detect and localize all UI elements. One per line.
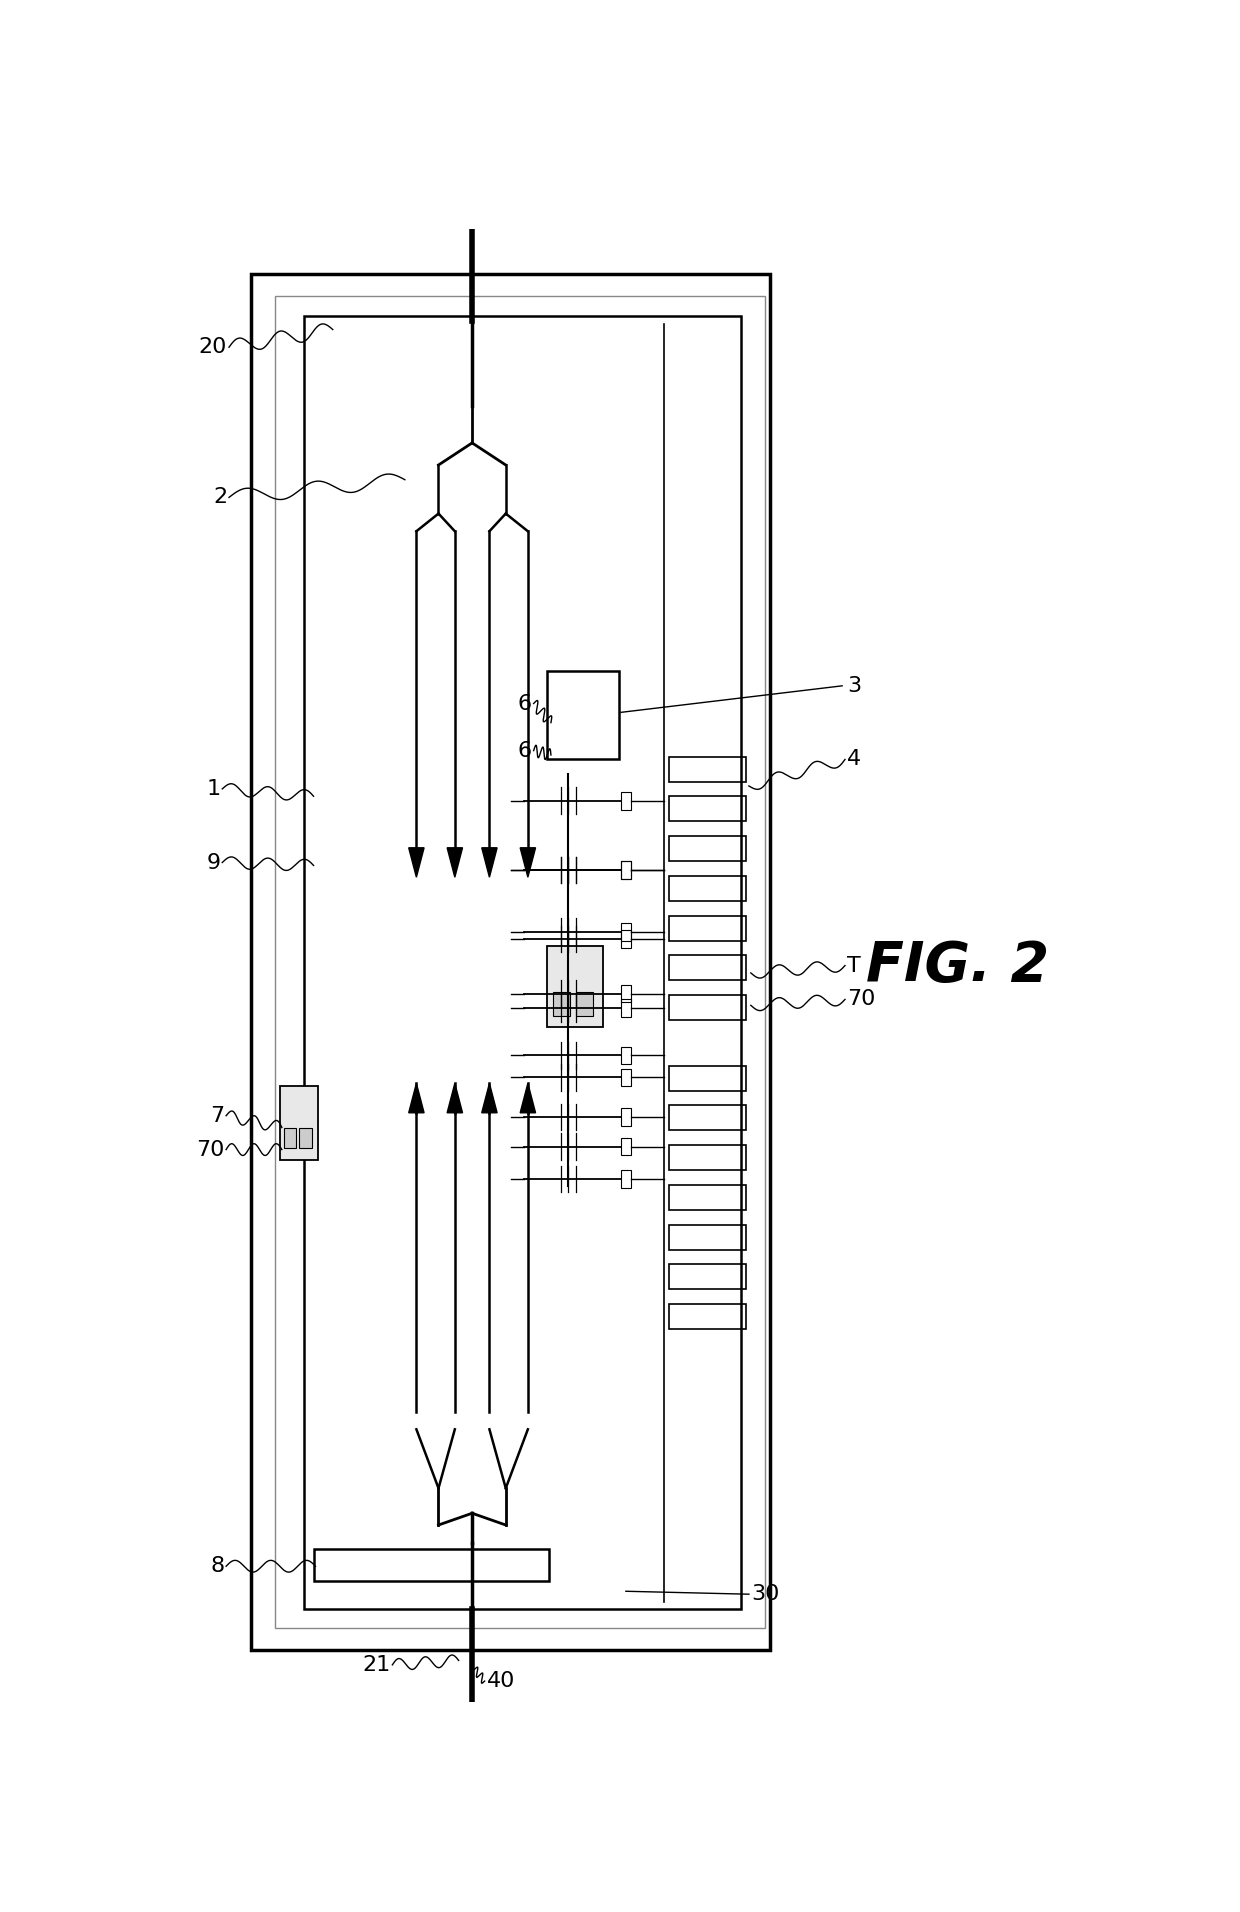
Text: 2: 2 xyxy=(213,488,227,507)
Bar xyxy=(670,795,746,822)
Text: 6: 6 xyxy=(517,740,532,761)
Polygon shape xyxy=(481,847,497,878)
Bar xyxy=(621,1069,631,1086)
Bar xyxy=(284,1128,296,1147)
Bar xyxy=(250,273,770,1650)
Bar xyxy=(621,1109,631,1126)
Bar xyxy=(670,876,746,901)
Bar xyxy=(621,1046,631,1065)
Text: 70: 70 xyxy=(847,989,875,1010)
Bar xyxy=(621,860,631,880)
Bar xyxy=(670,994,746,1019)
Text: FIG. 2: FIG. 2 xyxy=(866,939,1049,992)
Text: 70: 70 xyxy=(196,1140,224,1159)
Bar xyxy=(670,1226,746,1250)
Text: 7: 7 xyxy=(210,1105,224,1126)
Polygon shape xyxy=(521,847,536,878)
Bar xyxy=(621,1000,631,1017)
Bar xyxy=(670,916,746,941)
Text: T: T xyxy=(847,956,861,975)
Polygon shape xyxy=(448,847,463,878)
Bar xyxy=(275,296,765,1629)
Bar xyxy=(621,931,631,948)
Bar xyxy=(304,315,742,1608)
Bar xyxy=(670,1304,746,1329)
Text: 3: 3 xyxy=(847,675,861,696)
Bar xyxy=(621,860,631,880)
Text: 30: 30 xyxy=(751,1585,779,1604)
Bar xyxy=(575,992,593,1015)
Text: 8: 8 xyxy=(210,1556,224,1575)
Bar xyxy=(621,792,631,809)
Bar xyxy=(280,1086,319,1161)
Polygon shape xyxy=(448,1084,463,1113)
Bar xyxy=(670,1065,746,1090)
Bar xyxy=(547,671,619,759)
Polygon shape xyxy=(481,1084,497,1113)
Bar xyxy=(621,923,631,941)
Bar xyxy=(621,1138,631,1155)
Text: 9: 9 xyxy=(206,853,221,872)
Bar xyxy=(670,1264,746,1289)
Bar xyxy=(547,946,603,1027)
Text: 40: 40 xyxy=(486,1671,515,1690)
Polygon shape xyxy=(409,1084,424,1113)
Bar xyxy=(314,1549,549,1581)
Text: 6: 6 xyxy=(517,694,532,713)
Bar xyxy=(670,1105,746,1130)
Bar xyxy=(670,1145,746,1170)
Bar xyxy=(670,836,746,860)
Text: 1: 1 xyxy=(206,778,221,799)
Polygon shape xyxy=(521,1084,536,1113)
Text: 4: 4 xyxy=(847,750,861,769)
Polygon shape xyxy=(409,847,424,878)
Bar xyxy=(670,757,746,782)
Bar xyxy=(621,1170,631,1187)
Bar xyxy=(670,956,746,981)
Bar xyxy=(553,992,570,1015)
Bar xyxy=(670,1185,746,1210)
Bar xyxy=(299,1128,311,1147)
Text: 20: 20 xyxy=(198,337,227,358)
Text: 21: 21 xyxy=(362,1656,391,1675)
Bar xyxy=(621,985,631,1002)
